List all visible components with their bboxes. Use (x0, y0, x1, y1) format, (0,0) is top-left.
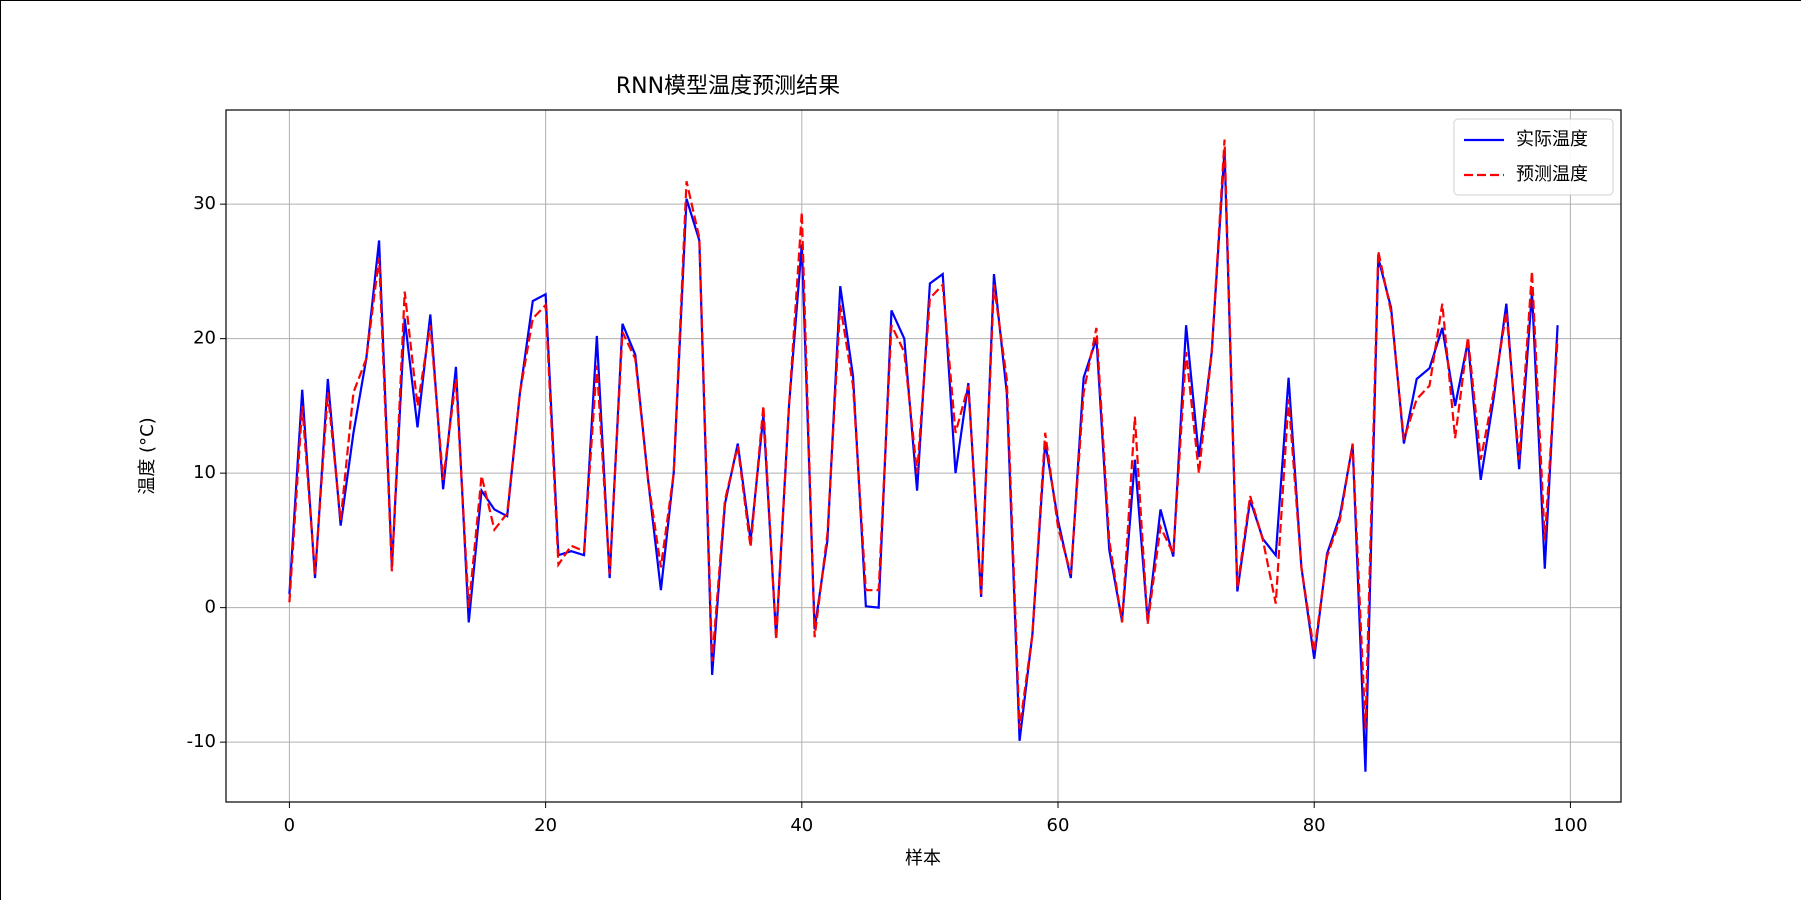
y-tick-label: 0 (205, 597, 216, 618)
x-tick-label: 40 (790, 815, 813, 836)
y-tick-label: 10 (193, 462, 216, 483)
y-tick-label: -10 (187, 731, 216, 752)
data-line (288, 139, 1559, 729)
legend-label: 实际温度 (1516, 129, 1588, 150)
x-tick-label: 60 (1047, 815, 1070, 836)
y-axis-label: 温度 (°C) (137, 417, 158, 494)
x-tick-label: 80 (1303, 815, 1326, 836)
chart-title: RNN模型温度预测结果 (616, 74, 840, 99)
x-tick-label: 20 (534, 815, 557, 836)
x-axis-label: 样本 (905, 848, 941, 869)
y-tick-label: 30 (193, 193, 216, 214)
y-tick-label: 20 (193, 328, 216, 349)
plot-frame (225, 109, 1622, 803)
x-tick-label: 0 (284, 815, 295, 836)
legend-label: 预测温度 (1516, 164, 1588, 185)
x-tick-label: 100 (1553, 815, 1587, 836)
